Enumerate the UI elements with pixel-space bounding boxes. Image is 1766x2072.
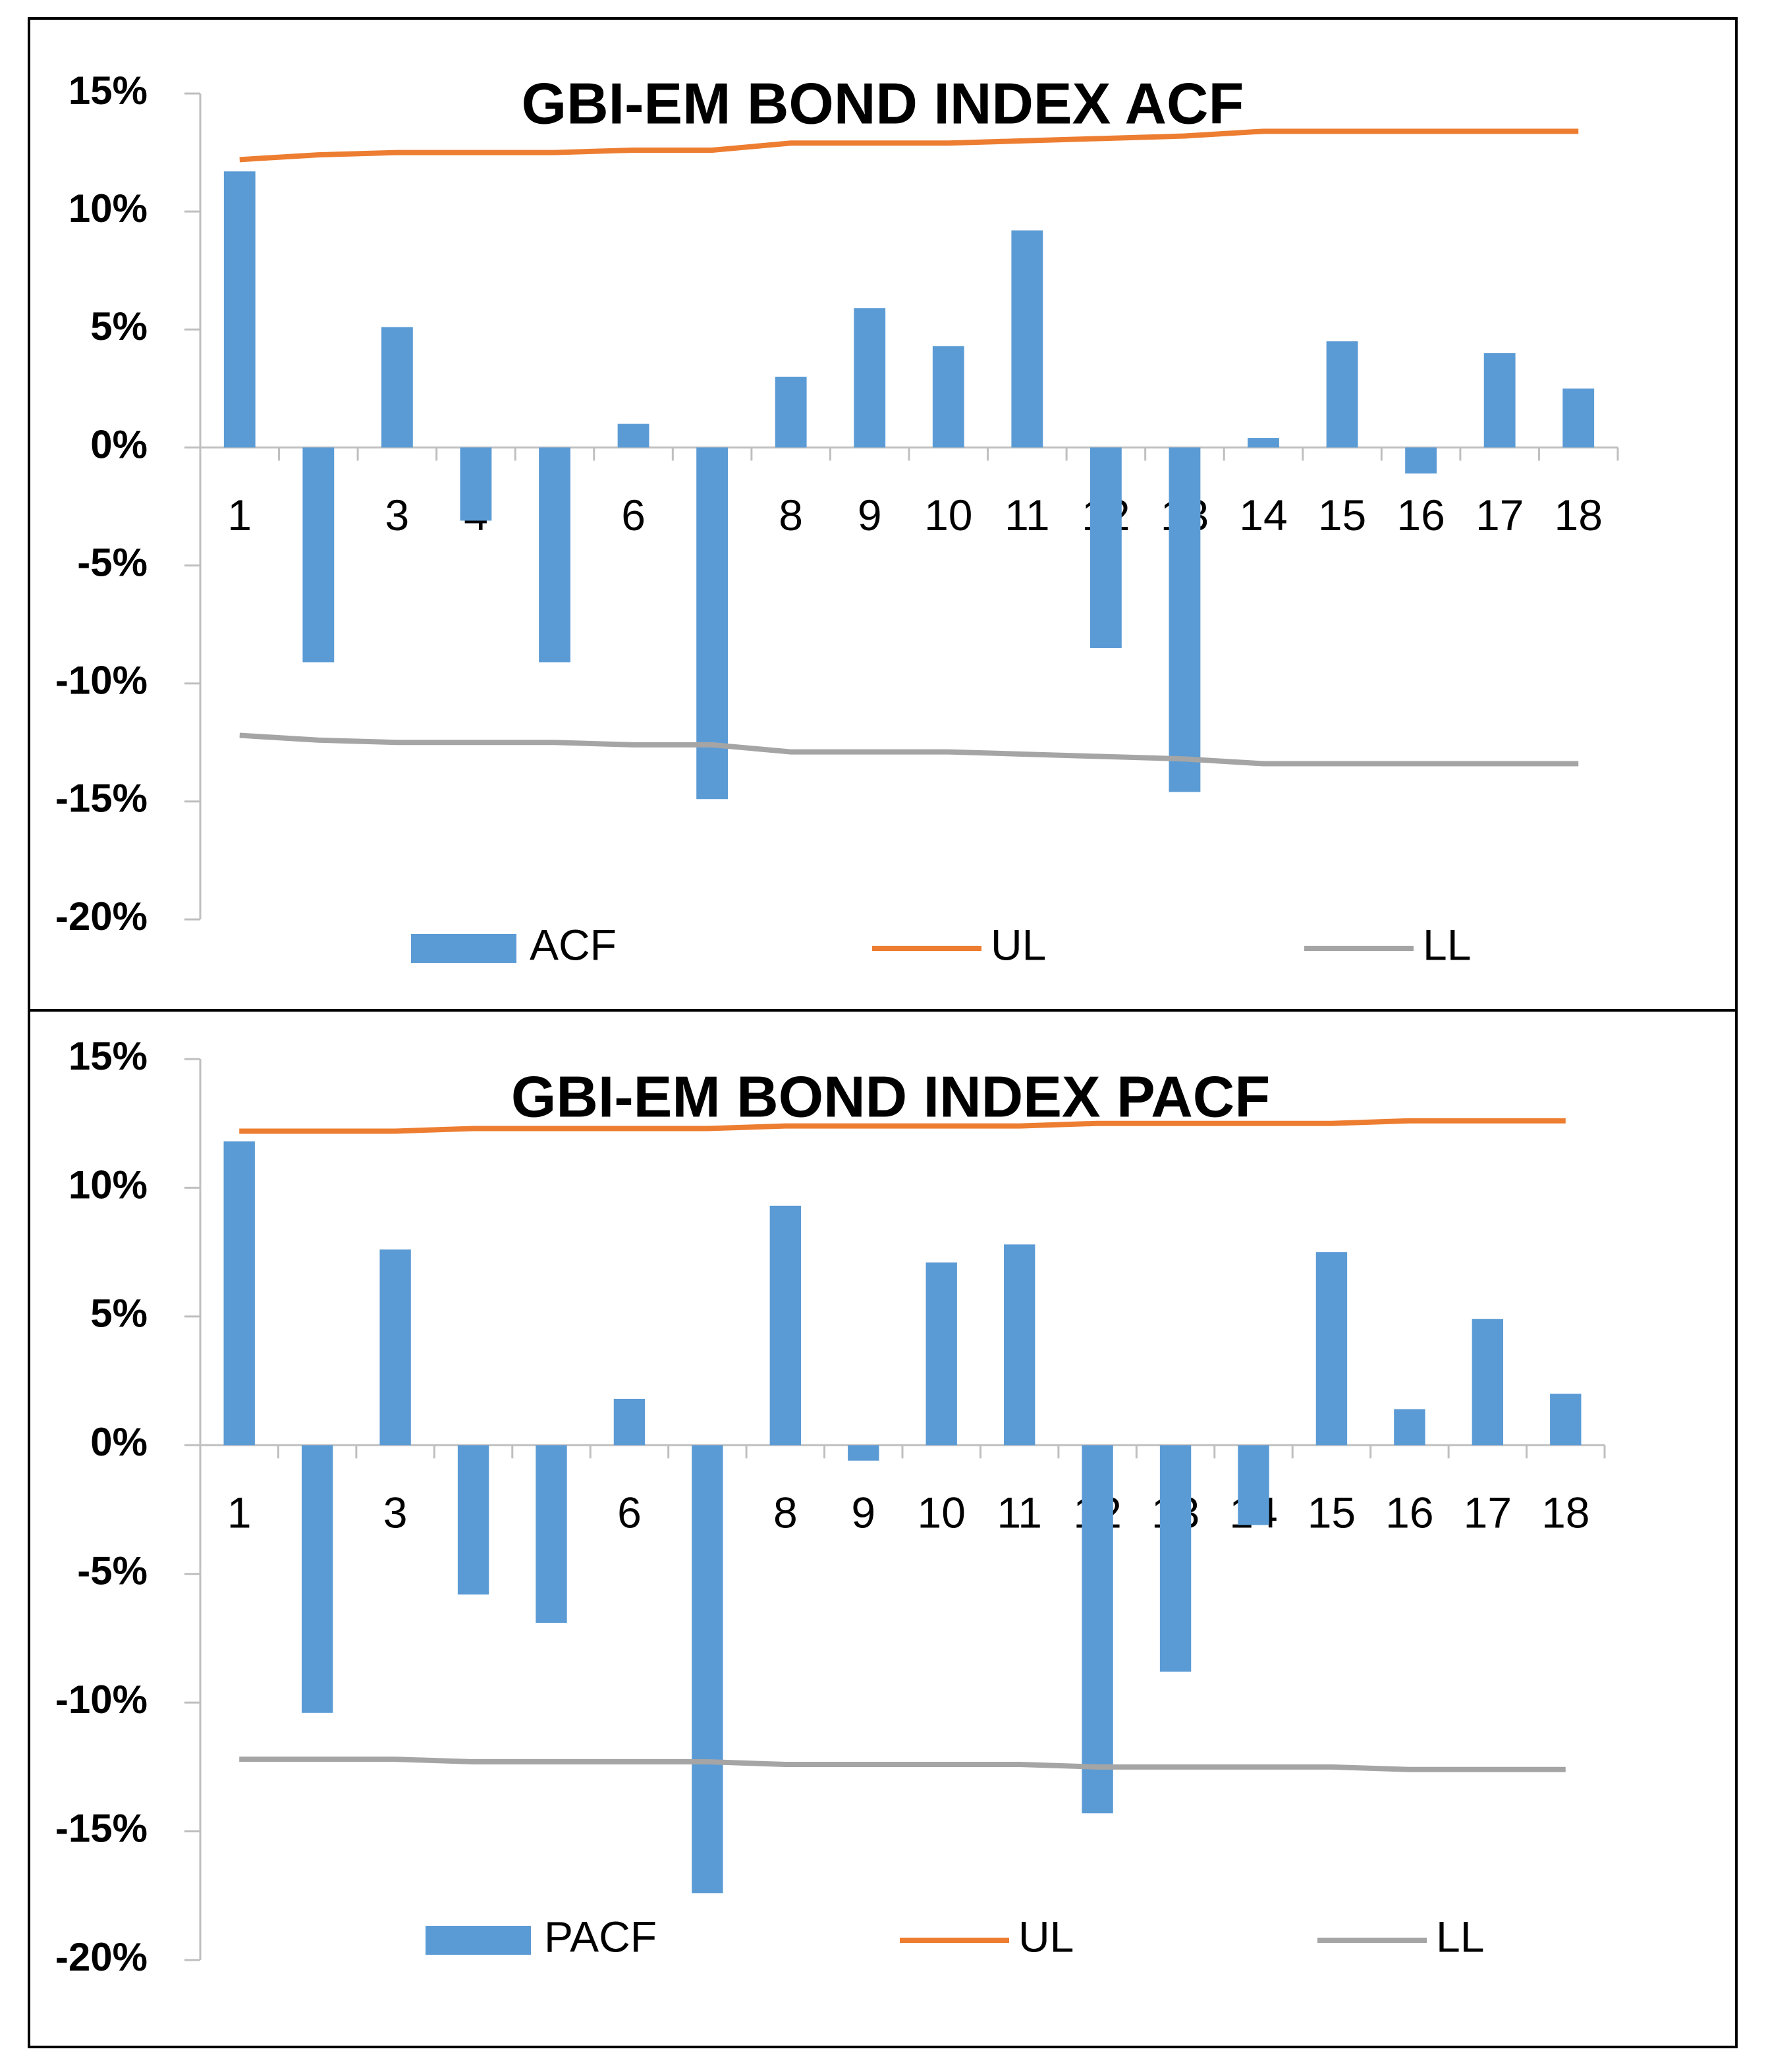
bar — [1483, 353, 1516, 448]
bar — [460, 447, 492, 521]
y-tick-label: -10% — [55, 1677, 148, 1722]
bar — [1315, 1252, 1348, 1446]
bar — [301, 1445, 333, 1713]
y-tick-label: 10% — [69, 1162, 148, 1207]
x-tick-label: 18 — [1555, 491, 1603, 539]
x-tick-label: 16 — [1385, 1488, 1433, 1537]
y-tick-label: -5% — [77, 540, 148, 584]
bar — [1326, 341, 1358, 448]
x-tick-label: 3 — [383, 1488, 408, 1537]
x-tick-label: 10 — [918, 1488, 966, 1537]
x-tick-label: 11 — [997, 1488, 1042, 1537]
legend-label: UL — [1018, 1912, 1074, 1961]
bar — [1238, 1445, 1269, 1525]
bar — [1248, 438, 1279, 448]
bar — [1090, 447, 1122, 648]
bar — [539, 447, 570, 663]
bar — [613, 1398, 646, 1446]
bar — [536, 1445, 567, 1623]
bar — [223, 171, 256, 448]
x-tick-label: 9 — [851, 1488, 875, 1537]
legend-label: UL — [991, 920, 1046, 969]
chart-title: GBI-EM BOND INDEX ACF — [522, 70, 1244, 136]
bar — [1169, 447, 1201, 792]
bar — [617, 423, 649, 448]
y-tick-label: 10% — [69, 186, 148, 231]
y-tick-label: -20% — [55, 1935, 148, 1979]
x-tick-label: 6 — [617, 1488, 642, 1537]
legend-swatch — [411, 934, 516, 963]
bar — [696, 447, 729, 800]
x-tick-label: 18 — [1541, 1488, 1589, 1537]
y-tick-label: 5% — [90, 304, 148, 348]
bar — [769, 1205, 802, 1446]
bar — [302, 447, 335, 663]
bar — [1159, 1445, 1192, 1672]
legend-label: PACF — [544, 1912, 657, 1961]
y-tick-label: -20% — [55, 894, 148, 939]
bar — [775, 376, 807, 448]
line — [239, 128, 1579, 163]
y-tick-label: 5% — [90, 1292, 148, 1336]
bar — [1405, 447, 1437, 474]
x-tick-label: 3 — [385, 491, 410, 539]
line — [239, 1757, 1566, 1772]
line — [239, 1118, 1566, 1134]
bar — [1394, 1409, 1425, 1446]
legend-label: ACF — [530, 920, 617, 969]
x-tick-label: 14 — [1239, 491, 1287, 539]
bar — [381, 327, 413, 448]
bar — [692, 1445, 723, 1894]
bar — [1562, 388, 1595, 448]
y-tick-label: -15% — [55, 1806, 148, 1850]
chart-title: GBI-EM BOND INDEX PACF — [511, 1064, 1270, 1129]
bar — [223, 1141, 255, 1446]
legend-label: LL — [1423, 920, 1471, 969]
x-tick-label: 1 — [227, 1488, 252, 1537]
x-tick-label: 6 — [621, 491, 646, 539]
x-tick-label: 1 — [227, 491, 252, 539]
y-tick-label: -5% — [77, 1549, 148, 1593]
x-tick-label: 9 — [858, 491, 882, 539]
bar — [1082, 1445, 1113, 1814]
bar — [457, 1445, 489, 1595]
x-tick-label: 15 — [1318, 491, 1366, 539]
y-tick-label: 0% — [90, 422, 148, 466]
bar — [848, 1445, 879, 1461]
bar — [1003, 1244, 1035, 1446]
bar — [1472, 1319, 1504, 1446]
bar — [1550, 1394, 1582, 1446]
x-tick-label: 17 — [1476, 491, 1524, 539]
legend-label: LL — [1436, 1912, 1484, 1961]
bar — [1011, 230, 1043, 448]
x-tick-label: 15 — [1308, 1488, 1356, 1537]
bar — [854, 308, 886, 448]
x-tick-label: 17 — [1464, 1488, 1512, 1537]
y-tick-label: 15% — [69, 1034, 148, 1078]
x-tick-label: 8 — [773, 1488, 798, 1537]
legend-swatch — [426, 1926, 531, 1955]
y-tick-label: -15% — [55, 777, 148, 821]
bar — [932, 346, 964, 448]
x-tick-label: 8 — [779, 491, 803, 539]
frame — [28, 17, 1738, 2048]
bar — [379, 1249, 411, 1446]
y-tick-label: -10% — [55, 659, 148, 703]
y-tick-label: 15% — [69, 68, 148, 113]
line — [239, 732, 1579, 767]
x-tick-label: 10 — [924, 491, 972, 539]
bar — [925, 1262, 957, 1446]
x-tick-label: 16 — [1396, 491, 1445, 539]
y-tick-label: 0% — [90, 1420, 148, 1464]
x-tick-label: 11 — [1005, 491, 1050, 539]
